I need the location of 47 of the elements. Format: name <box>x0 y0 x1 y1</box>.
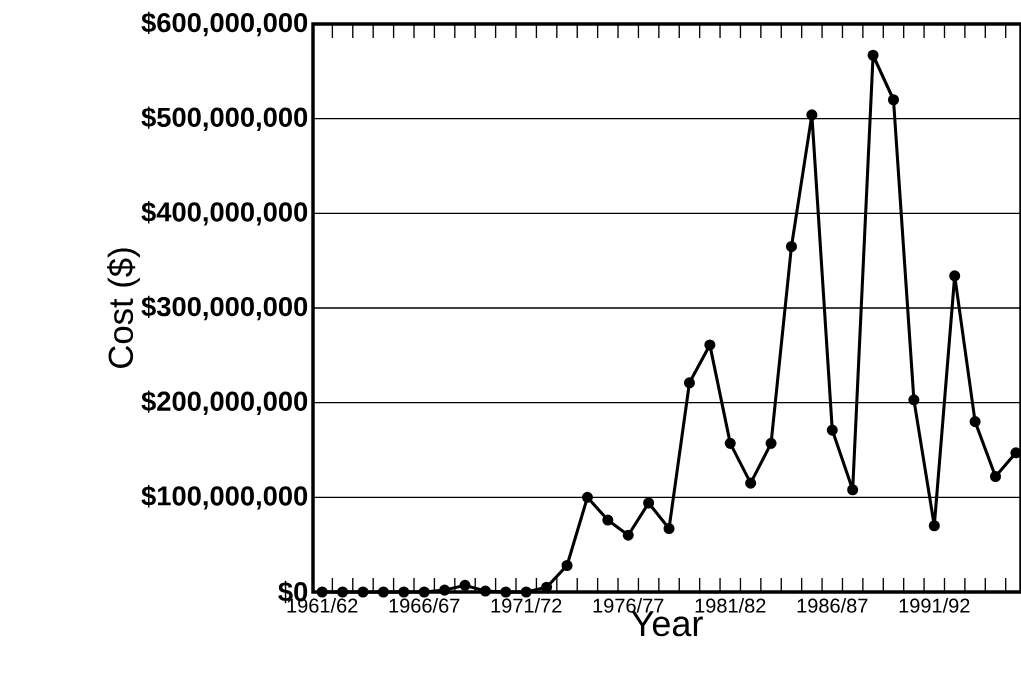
point <box>867 49 879 61</box>
y-tick-label: $500,000,000 <box>141 106 308 131</box>
point <box>561 559 573 572</box>
point <box>439 584 451 596</box>
point <box>826 424 838 436</box>
y-axis-title: Cost ($) <box>107 248 140 368</box>
point <box>928 520 940 532</box>
point <box>724 437 736 449</box>
point <box>969 416 981 428</box>
point <box>949 270 961 282</box>
y-tick-label: $400,000,000 <box>141 201 308 226</box>
point <box>847 484 859 496</box>
y-tick-label: $300,000,000 <box>141 295 308 321</box>
point <box>581 491 593 503</box>
y-tick-label: $600,000,000 <box>141 11 308 37</box>
x-tick-label: 1976/77 <box>593 598 664 613</box>
point <box>418 586 430 598</box>
point <box>622 529 634 541</box>
point <box>908 394 920 406</box>
x-tick-label: 1966/67 <box>389 598 460 613</box>
point <box>500 586 512 598</box>
y-tick-label: $200,000,000 <box>141 390 308 415</box>
point <box>765 437 777 449</box>
point <box>785 240 797 253</box>
point <box>459 579 471 591</box>
point <box>479 585 491 597</box>
x-axis-title: Year <box>631 611 703 637</box>
point <box>520 586 532 598</box>
x-tick-label: 1981/82 <box>695 598 766 613</box>
point <box>337 586 349 598</box>
point <box>663 523 675 535</box>
x-tick-label: 1991/92 <box>899 598 970 613</box>
x-tick-label: 1986/87 <box>797 598 868 613</box>
point <box>806 109 818 121</box>
y-tick-label: $100,000,000 <box>141 485 308 510</box>
point <box>704 339 716 351</box>
point <box>683 377 695 389</box>
point <box>745 477 757 489</box>
point <box>357 586 369 598</box>
point <box>602 514 614 526</box>
point <box>643 497 655 509</box>
point <box>316 586 328 598</box>
x-tick-label: 1971/72 <box>491 598 562 613</box>
point <box>377 586 389 598</box>
point <box>398 586 410 598</box>
point <box>989 470 1002 483</box>
point <box>887 94 900 106</box>
